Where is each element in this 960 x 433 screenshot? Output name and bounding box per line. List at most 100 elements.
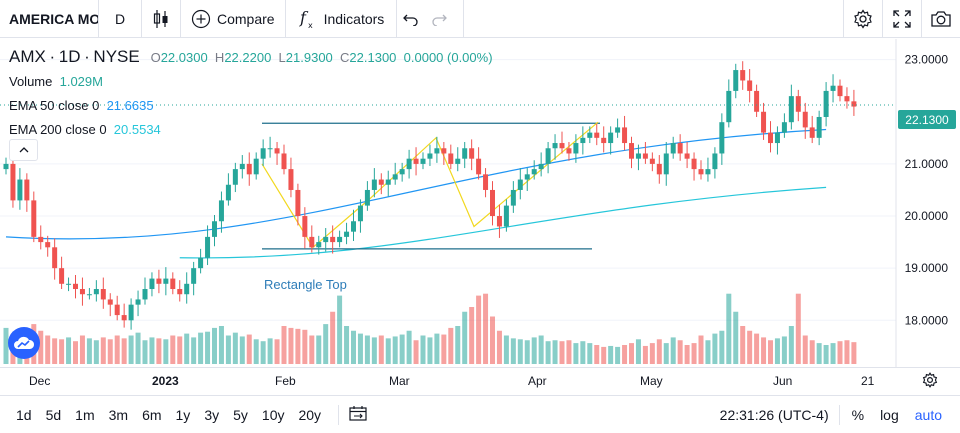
- range-1d-button[interactable]: 1d: [16, 406, 32, 423]
- volume-bar: [496, 330, 502, 364]
- svg-text:x: x: [308, 21, 313, 30]
- gear-icon: [922, 372, 938, 388]
- auto-scale-toggle[interactable]: auto: [914, 407, 942, 423]
- range-10y-button[interactable]: 10y: [261, 406, 285, 423]
- log-scale-toggle[interactable]: log: [880, 407, 899, 423]
- volume-bar: [823, 345, 829, 364]
- volume-bar: [218, 326, 224, 364]
- legend-close-value: 22.1300: [349, 50, 397, 65]
- volume-bar: [552, 340, 558, 364]
- candle-body: [156, 278, 162, 284]
- legend-volume-row[interactable]: Volume 1.029M: [9, 70, 493, 94]
- chart-style-button[interactable]: [142, 0, 180, 38]
- range-1m-button[interactable]: 1m: [75, 406, 95, 423]
- range-6m-button[interactable]: 6m: [142, 406, 162, 423]
- function-icon: f x: [299, 8, 313, 30]
- candle-body: [531, 169, 537, 175]
- undo-button[interactable]: [397, 0, 425, 38]
- volume-bar: [469, 307, 475, 364]
- symbol-search[interactable]: AMERICA MOVIL: [9, 10, 98, 27]
- candle-body: [566, 148, 572, 154]
- percent-scale-toggle[interactable]: %: [851, 407, 865, 423]
- divider: [838, 405, 840, 425]
- legend-ema50-value: 21.6635: [106, 98, 154, 113]
- range-5y-button[interactable]: 5y: [233, 406, 248, 423]
- range-1y-button[interactable]: 1y: [175, 406, 191, 423]
- candle-body: [288, 169, 294, 190]
- candle-body: [594, 132, 600, 138]
- volume-bar: [545, 341, 551, 364]
- range-20y-button[interactable]: 20y: [298, 406, 322, 423]
- volume-bar: [809, 340, 815, 364]
- axis-settings-button[interactable]: [922, 372, 938, 391]
- volume-bar: [378, 335, 384, 364]
- legend-collapse-button[interactable]: [9, 139, 38, 161]
- snapshot-button[interactable]: [921, 0, 960, 38]
- volume-bar: [448, 327, 454, 364]
- volume-bar: [191, 337, 197, 364]
- bottom-toolbar: 1d 5d 1m 3m 6m 1y 3y 5y 10y 20y 22:31:26…: [0, 395, 960, 433]
- price-chart[interactable]: 23.0000 21.0000 20.0000 19.0000 18.0000 Recta…: [0, 39, 960, 367]
- time-tick: May: [640, 374, 663, 388]
- gear-icon: [854, 9, 872, 29]
- candle-body: [503, 205, 509, 227]
- volume-bar: [719, 330, 725, 364]
- camera-icon: [931, 11, 951, 27]
- candle-body: [253, 158, 259, 175]
- volume-bar: [608, 345, 614, 364]
- volume-bar: [309, 335, 315, 364]
- redo-button[interactable]: [425, 0, 453, 38]
- candle-body: [357, 205, 363, 222]
- time-tick: 21: [861, 374, 875, 388]
- volume-bar: [371, 337, 377, 364]
- compare-button[interactable]: Compare: [181, 0, 285, 38]
- volume-bar: [490, 316, 495, 364]
- candle-body: [608, 132, 614, 144]
- candle-body: [816, 116, 822, 138]
- legend-ema200-value: 20.5534: [113, 122, 161, 137]
- time-axis[interactable]: Dec 2023 Feb Mar Apr May Jun 21: [0, 367, 960, 394]
- chart-pane[interactable]: 23.0000 21.0000 20.0000 19.0000 18.0000 Recta…: [0, 39, 960, 367]
- candle-body: [705, 169, 711, 175]
- candle-body: [337, 236, 343, 243]
- legend-ema50-row[interactable]: EMA 50 close 0 21.6635: [9, 94, 493, 118]
- candle-body: [246, 163, 252, 175]
- tradingview-logo[interactable]: [8, 327, 40, 359]
- volume-bar: [795, 293, 801, 364]
- range-3y-button[interactable]: 3y: [204, 406, 220, 423]
- range-3m-button[interactable]: 3m: [108, 406, 129, 423]
- candle-body: [837, 85, 843, 97]
- candle-body: [100, 289, 106, 300]
- candle-body: [601, 137, 607, 144]
- candle-body: [615, 127, 621, 133]
- clock[interactable]: 22:31:26 (UTC-4): [719, 407, 829, 423]
- interval-button[interactable]: D: [114, 10, 126, 27]
- range-5d-button[interactable]: 5d: [45, 406, 62, 423]
- fullscreen-button[interactable]: [882, 0, 921, 38]
- goto-date-button[interactable]: [349, 405, 367, 424]
- volume-bar: [316, 335, 322, 364]
- price-tick: 21.0000: [905, 157, 949, 171]
- settings-button[interactable]: [843, 0, 882, 38]
- candle-body: [114, 304, 120, 316]
- volume-bar: [531, 337, 537, 364]
- candle-body: [121, 315, 127, 321]
- divider: [284, 0, 286, 38]
- legend-high-value: 22.2200: [224, 50, 272, 65]
- candle-body: [802, 111, 808, 128]
- candle-body: [232, 169, 238, 185]
- candle-body: [52, 247, 58, 269]
- candle-body: [371, 179, 377, 190]
- indicators-button[interactable]: f x Indicators: [286, 0, 397, 38]
- legend-ema200-row[interactable]: EMA 200 close 0 20.5534: [9, 118, 493, 142]
- candle-body: [59, 268, 65, 284]
- candle-body: [830, 85, 836, 91]
- volume-bar: [649, 343, 655, 364]
- candle-body: [170, 278, 176, 290]
- volume-bar: [52, 338, 58, 364]
- volume-bar: [86, 338, 92, 364]
- legend-symbol[interactable]: AMX: [9, 47, 46, 66]
- divider: [141, 0, 142, 38]
- volume-bar: [385, 338, 391, 364]
- volume-bar: [413, 340, 419, 364]
